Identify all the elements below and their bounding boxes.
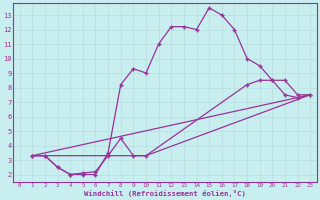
X-axis label: Windchill (Refroidissement éolien,°C): Windchill (Refroidissement éolien,°C) — [84, 190, 246, 197]
